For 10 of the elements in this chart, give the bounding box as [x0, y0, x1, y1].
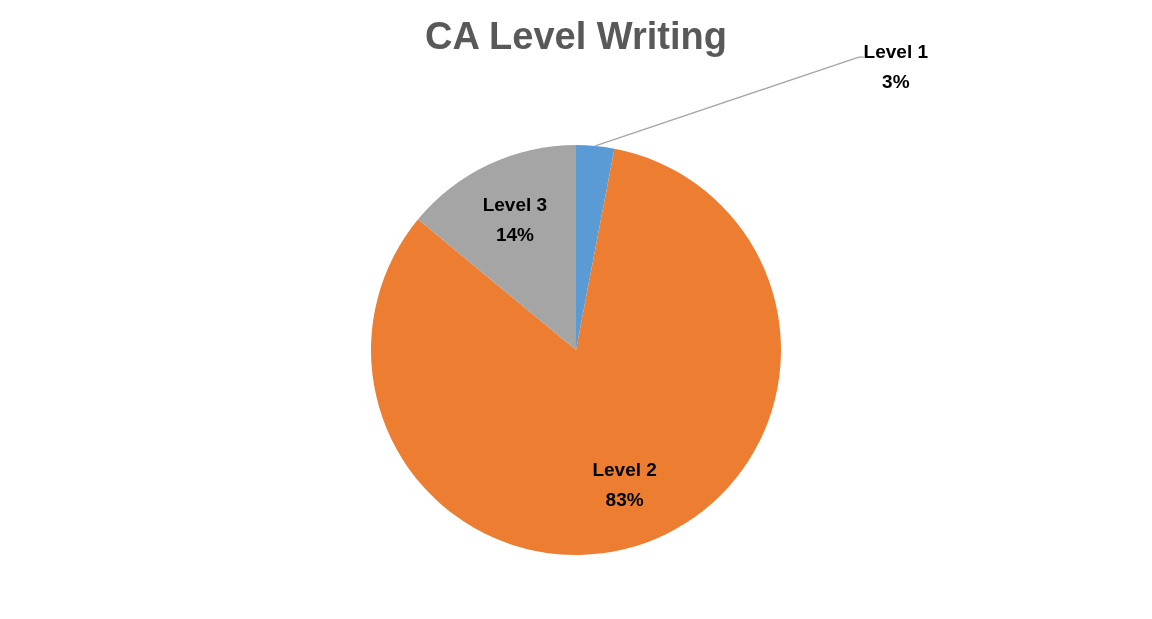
- pie-slice: [418, 145, 576, 350]
- data-label: 14%: [495, 224, 535, 246]
- data-label: 3%: [882, 71, 910, 93]
- pie-slice: [576, 145, 615, 350]
- slice-label: Level 1: [863, 41, 929, 63]
- data-label: 83%: [605, 489, 644, 511]
- slice-label: Level 3: [482, 194, 548, 216]
- chart-title: CA Level Writing: [425, 15, 727, 58]
- pie-slice: [371, 148, 781, 555]
- slice-label: Level 2: [592, 459, 657, 481]
